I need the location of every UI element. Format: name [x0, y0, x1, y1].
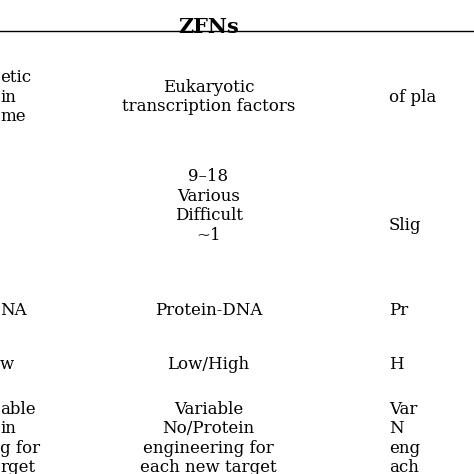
Text: etic
in
me: etic in me — [0, 69, 31, 125]
Text: H: H — [389, 356, 403, 374]
Text: Protein-DNA: Protein-DNA — [155, 302, 262, 319]
Text: Var
N
eng
ach: Var N eng ach — [389, 401, 420, 474]
Text: Slig: Slig — [389, 217, 421, 234]
Text: able
in
g for
rget: able in g for rget — [0, 401, 40, 474]
Text: Low/High: Low/High — [167, 356, 250, 374]
Text: 9–18
Various
Difficult
~1: 9–18 Various Difficult ~1 — [174, 168, 243, 244]
Text: Pr: Pr — [389, 302, 408, 319]
Text: NA: NA — [0, 302, 27, 319]
Text: of pla: of pla — [389, 89, 436, 106]
Text: Variable
No/Protein
engineering for
each new target: Variable No/Protein engineering for each… — [140, 401, 277, 474]
Text: w: w — [0, 356, 14, 374]
Text: Eukaryotic
transcription factors: Eukaryotic transcription factors — [122, 79, 295, 116]
Text: ZFNs: ZFNs — [178, 17, 239, 36]
